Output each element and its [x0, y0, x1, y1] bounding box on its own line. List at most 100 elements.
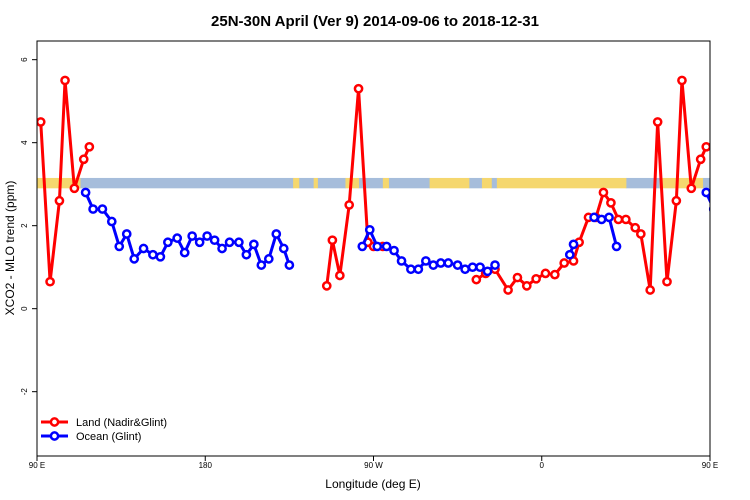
data-point-ocean — [256, 260, 267, 270]
data-point-ocean — [179, 247, 190, 258]
band-ocean-segment — [388, 177, 431, 189]
data-point-land — [60, 75, 70, 86]
data-point-land — [635, 229, 646, 239]
data-point-ocean — [249, 239, 259, 250]
x-tick-label: 90 W — [364, 461, 383, 470]
data-point-ocean — [148, 249, 158, 260]
data-point-land — [503, 285, 513, 295]
data-point-ocean — [271, 229, 282, 239]
band-ocean-segment — [358, 177, 384, 189]
data-point-land — [471, 274, 482, 285]
data-point-ocean — [564, 249, 575, 260]
y-tick-label: -2 — [20, 388, 29, 396]
band-land-segment — [659, 177, 704, 189]
band-ocean-segment — [702, 177, 710, 189]
data-point-ocean — [596, 214, 607, 225]
data-point-ocean — [97, 204, 108, 214]
data-point-ocean — [490, 260, 500, 270]
data-point-land — [45, 276, 55, 287]
series-line-land — [475, 78, 708, 292]
axis-layer: 90 E 180 90 W 0 90 E -2 0 2 4 6 — [20, 57, 718, 470]
data-point-land — [54, 195, 65, 206]
legend-marker — [49, 417, 60, 427]
data-point-ocean — [452, 260, 463, 270]
chart-title: 25N-30N April (Ver 9) 2014-09-06 to 2018… — [211, 13, 539, 30]
data-point-ocean — [443, 258, 454, 268]
data-point-ocean — [396, 256, 407, 266]
data-point-ocean — [155, 251, 166, 262]
data-point-land — [559, 258, 570, 268]
data-point-ocean — [357, 241, 368, 252]
data-point-ocean — [224, 237, 235, 248]
series-land — [37, 75, 710, 295]
data-point-ocean — [106, 216, 117, 227]
data-point-ocean — [80, 187, 91, 198]
data-point-ocean — [406, 264, 416, 275]
data-point-land — [512, 272, 523, 283]
band-ocean-segment — [298, 177, 315, 189]
data-point-land — [531, 273, 541, 284]
y-tick-label: 6 — [20, 57, 29, 62]
data-point-land — [645, 285, 656, 295]
data-point-land — [630, 222, 641, 233]
data-point-ocean — [435, 258, 446, 268]
data-point-ocean — [413, 264, 424, 275]
data-point-ocean — [278, 243, 289, 254]
data-point-land — [540, 268, 551, 279]
data-point-land — [353, 83, 364, 94]
data-point-land — [662, 276, 672, 287]
data-point-land — [621, 214, 631, 225]
legend-label: Ocean (Glint) — [76, 431, 141, 443]
data-point-land — [671, 195, 682, 206]
band-ocean-segment — [317, 177, 346, 189]
data-point-land — [344, 200, 355, 210]
data-point-ocean — [234, 237, 244, 248]
data-point-ocean — [241, 249, 252, 260]
band-land-segment — [293, 177, 300, 189]
legend-label: Land (Nadir&Glint) — [76, 417, 167, 429]
data-point-land — [701, 141, 710, 152]
legend-item-land: Land (Nadir&Glint) — [41, 417, 167, 429]
data-point-land — [598, 187, 609, 198]
coverage-band — [37, 177, 710, 189]
data-point-ocean — [121, 229, 132, 239]
data-point-land — [613, 214, 624, 225]
band-land-segment — [382, 177, 389, 189]
data-point-land — [652, 117, 663, 127]
data-point-land — [37, 117, 46, 127]
data-point-land — [677, 75, 687, 86]
data-point-ocean — [611, 241, 622, 252]
data-point-ocean — [138, 243, 149, 254]
series-ocean — [80, 187, 710, 277]
x-axis-label: Longitude (deg E) — [325, 477, 420, 491]
x-tick-label: 90 E — [29, 461, 45, 470]
data-point-ocean — [428, 260, 439, 270]
data-point-ocean — [482, 266, 493, 277]
data-point-ocean — [129, 254, 140, 264]
y-tick-label: 4 — [20, 140, 29, 145]
band-land-segment — [37, 177, 81, 189]
data-point-ocean — [209, 235, 220, 246]
data-point-ocean — [217, 243, 227, 254]
data-point-ocean — [568, 239, 579, 250]
data-point-ocean — [701, 187, 710, 198]
legend-item-ocean: Ocean (Glint) — [41, 431, 141, 443]
data-point-ocean — [372, 241, 383, 252]
data-point-land — [695, 154, 706, 165]
x-tick-label: 0 — [540, 461, 545, 470]
data-point-ocean — [389, 245, 399, 256]
data-point-ocean — [460, 264, 470, 275]
data-point-ocean — [194, 237, 205, 248]
data-point-ocean — [364, 224, 375, 235]
series-layer — [37, 75, 710, 295]
band-ocean-segment — [625, 177, 661, 189]
data-point-ocean — [202, 231, 212, 241]
band-ocean-segment — [491, 177, 498, 189]
data-point-ocean — [114, 241, 125, 252]
band-ocean-segment — [79, 177, 294, 189]
data-point-land — [521, 281, 532, 291]
y-tick-label: 0 — [20, 306, 29, 311]
data-point-land — [335, 270, 345, 281]
data-point-ocean — [172, 233, 183, 243]
